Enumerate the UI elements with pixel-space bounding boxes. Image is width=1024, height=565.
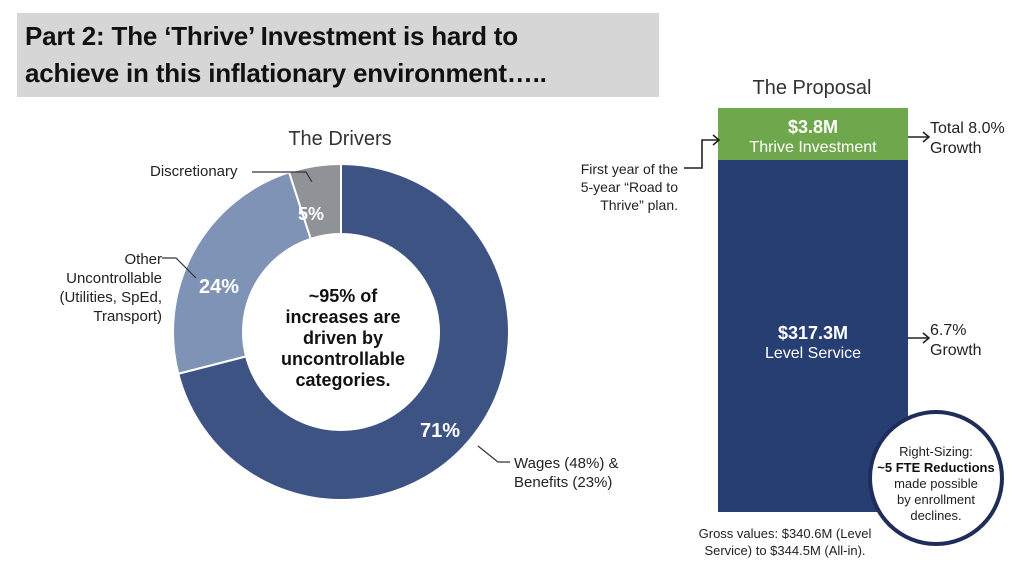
donut-leader-lines bbox=[162, 171, 510, 463]
legend-other: Other Uncontrollable (Utilities, SpEd, T… bbox=[59, 251, 162, 325]
bar-arrows bbox=[684, 131, 931, 344]
donut-slice-other bbox=[172, 170, 312, 375]
level-segment-text: $317.3M Level Service bbox=[718, 322, 908, 364]
donut-center-text: ~95% of increases are driven by uncontro… bbox=[280, 286, 405, 390]
slice-label-other: 24% bbox=[199, 276, 240, 298]
donut-slice-wages bbox=[177, 162, 510, 501]
thrive-value-label: $3.8M bbox=[787, 117, 839, 137]
title-banner: Part 2: The ‘Thrive’ Investment is hard … bbox=[17, 13, 659, 97]
proposal-chart-title: The Proposal bbox=[752, 77, 872, 99]
thrive-growth-note: Total 8.0% Growth bbox=[930, 120, 1005, 157]
donut-chart bbox=[172, 162, 510, 501]
bar-segment-thrive bbox=[718, 108, 908, 160]
drivers-chart-title: The Drivers bbox=[288, 128, 392, 150]
arrow-first-year bbox=[684, 139, 718, 169]
leader-other bbox=[162, 257, 197, 279]
arrow-level-growth-head bbox=[922, 332, 931, 344]
callout-heading: Right-Sizing: bbox=[899, 444, 973, 459]
arrow-thrive-growth-head bbox=[922, 131, 931, 143]
level-value-label: $317.3M bbox=[777, 323, 849, 343]
level-name-label: Level Service bbox=[764, 345, 862, 362]
slice-label-wages: 71% bbox=[420, 420, 461, 442]
thrive-name-label: Thrive Investment bbox=[749, 139, 877, 156]
legend-wages: Wages (48%) & Benefits (23%) bbox=[514, 455, 619, 491]
page-title-line-1: Part 2: The ‘Thrive’ Investment is hard … bbox=[25, 21, 518, 51]
level-growth-note: 6.7% Growth bbox=[930, 322, 982, 359]
donut-slice-discretionary bbox=[287, 162, 342, 241]
leader-discretionary bbox=[252, 171, 313, 183]
first-year-note: First year of the 5-year “Road to Thrive… bbox=[580, 161, 678, 213]
slice-label-discretionary: 5% bbox=[298, 204, 325, 224]
thrive-segment-text: $3.8M Thrive Investment bbox=[718, 116, 908, 158]
leader-wages bbox=[477, 445, 510, 463]
page-title-line-2: achieve in this inflationary environment… bbox=[25, 58, 547, 88]
right-sizing-callout: Right-Sizing: ~5 FTE Reductions made pos… bbox=[868, 410, 1004, 546]
gross-values-footnote: Gross values: $340.6M (Level Service) to… bbox=[698, 526, 872, 558]
legend-discretionary: Discretionary bbox=[150, 163, 238, 180]
callout-bold: ~5 FTE Reductions bbox=[877, 460, 995, 475]
arrow-first-year-head bbox=[712, 134, 721, 146]
